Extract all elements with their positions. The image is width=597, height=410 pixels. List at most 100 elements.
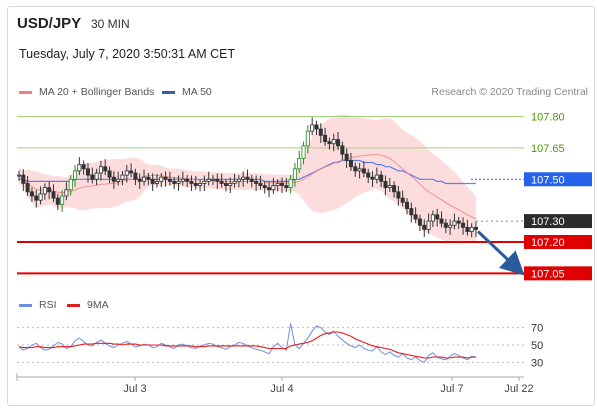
candle-body bbox=[435, 214, 440, 220]
candle-body bbox=[60, 195, 65, 205]
candle-body bbox=[422, 224, 427, 230]
candle-body bbox=[124, 170, 129, 176]
legend-9ma-swatch bbox=[67, 304, 80, 307]
candle-body bbox=[271, 185, 276, 191]
x-tick-label: Jul 3 bbox=[123, 383, 146, 395]
candle-body bbox=[85, 168, 90, 176]
candle-body bbox=[176, 180, 181, 184]
candle-body bbox=[215, 178, 220, 182]
candle-body bbox=[396, 191, 401, 199]
x-tick-label: Jul 7 bbox=[440, 383, 463, 395]
candle-body bbox=[473, 226, 478, 230]
candle-body bbox=[55, 197, 60, 205]
candle-body bbox=[366, 172, 371, 178]
candle-body bbox=[336, 139, 341, 147]
candle-body bbox=[327, 141, 332, 145]
candle-body bbox=[387, 185, 392, 189]
candle-body bbox=[193, 183, 198, 186]
projection-arrow bbox=[476, 230, 525, 276]
candle-body bbox=[228, 183, 233, 186]
candle-body bbox=[189, 180, 194, 184]
candle-body bbox=[163, 176, 168, 180]
candle-body bbox=[94, 172, 99, 180]
candle-body bbox=[469, 226, 474, 232]
candle-body bbox=[344, 153, 349, 161]
candle-body bbox=[159, 176, 164, 182]
level-label: 107.80 bbox=[531, 112, 565, 124]
candle-body bbox=[275, 183, 280, 186]
candle-body bbox=[374, 174, 379, 180]
candle-body bbox=[323, 134, 328, 143]
level-box-current bbox=[524, 214, 592, 229]
candle-body bbox=[206, 178, 211, 182]
legend-9ma-label: 9MA bbox=[87, 299, 109, 311]
rsi-panel-layer: 70 50 30 bbox=[17, 323, 543, 369]
rsi-tick-label: 30 bbox=[531, 357, 543, 369]
candle-body bbox=[211, 178, 216, 181]
candle-body bbox=[439, 218, 444, 224]
candle-body bbox=[456, 220, 461, 224]
candle-body bbox=[383, 180, 388, 189]
level-labels-layer: 107.80 107.65 107.50 107.30 107.20 107.05 bbox=[524, 112, 592, 281]
candle-body bbox=[249, 178, 254, 182]
candle-body bbox=[448, 224, 453, 228]
candle-body bbox=[232, 180, 237, 184]
candle-body bbox=[198, 183, 203, 186]
candle-body bbox=[318, 128, 323, 136]
candle-body bbox=[73, 170, 78, 180]
price-levels-layer bbox=[17, 116, 524, 275]
candle-body bbox=[284, 185, 289, 189]
candle-body bbox=[392, 185, 397, 193]
candle-body bbox=[167, 178, 172, 182]
candle-body bbox=[279, 183, 284, 186]
level-box-support bbox=[524, 266, 592, 281]
candle-body bbox=[146, 176, 151, 180]
level-label: 107.65 bbox=[531, 143, 565, 155]
candle-body bbox=[202, 180, 207, 184]
candle-body bbox=[223, 183, 228, 186]
projection-arrow-layer bbox=[476, 230, 525, 276]
candle-body bbox=[180, 178, 185, 182]
candle-body bbox=[150, 178, 155, 184]
candle-body bbox=[81, 164, 86, 170]
candle-body bbox=[98, 166, 103, 174]
candle-body bbox=[245, 176, 250, 180]
candle-body bbox=[129, 170, 134, 174]
candle-body bbox=[361, 168, 366, 174]
candle-body bbox=[348, 160, 353, 168]
rsi-9ma-line bbox=[18, 331, 476, 359]
candle-body bbox=[379, 174, 384, 182]
candle-body bbox=[267, 187, 272, 191]
candle-body bbox=[340, 145, 345, 155]
candle-body bbox=[21, 174, 26, 184]
candle-body bbox=[292, 168, 297, 180]
candle-body bbox=[262, 185, 267, 189]
candle-body bbox=[29, 191, 34, 197]
candle-body bbox=[413, 214, 418, 220]
candle-body bbox=[357, 168, 362, 172]
legend-rsi-label: RSI bbox=[39, 299, 57, 311]
candle-body bbox=[254, 180, 259, 184]
candle-body bbox=[120, 174, 125, 180]
timeframe-label: 30 MIN bbox=[91, 17, 130, 31]
candle-body bbox=[154, 180, 159, 184]
candle-body bbox=[452, 220, 457, 226]
candle-body bbox=[90, 174, 95, 180]
candle-body bbox=[314, 124, 319, 130]
candle-body bbox=[34, 195, 39, 201]
credit-text: Research © 2020 Trading Central bbox=[431, 86, 588, 98]
candle-body bbox=[137, 178, 142, 182]
candle-body bbox=[465, 226, 470, 232]
candle-body bbox=[236, 178, 241, 182]
candle-body bbox=[107, 170, 112, 178]
level-label: 107.20 bbox=[531, 237, 565, 249]
candle-body bbox=[353, 166, 358, 172]
candle-body bbox=[461, 222, 466, 228]
candle-body bbox=[38, 193, 43, 201]
symbol-title: USD/JPY bbox=[17, 15, 82, 32]
candle-body bbox=[42, 187, 47, 195]
legend-bollinger-swatch bbox=[19, 91, 32, 94]
level-box-ma50 bbox=[524, 172, 592, 187]
candle-body bbox=[297, 157, 302, 170]
